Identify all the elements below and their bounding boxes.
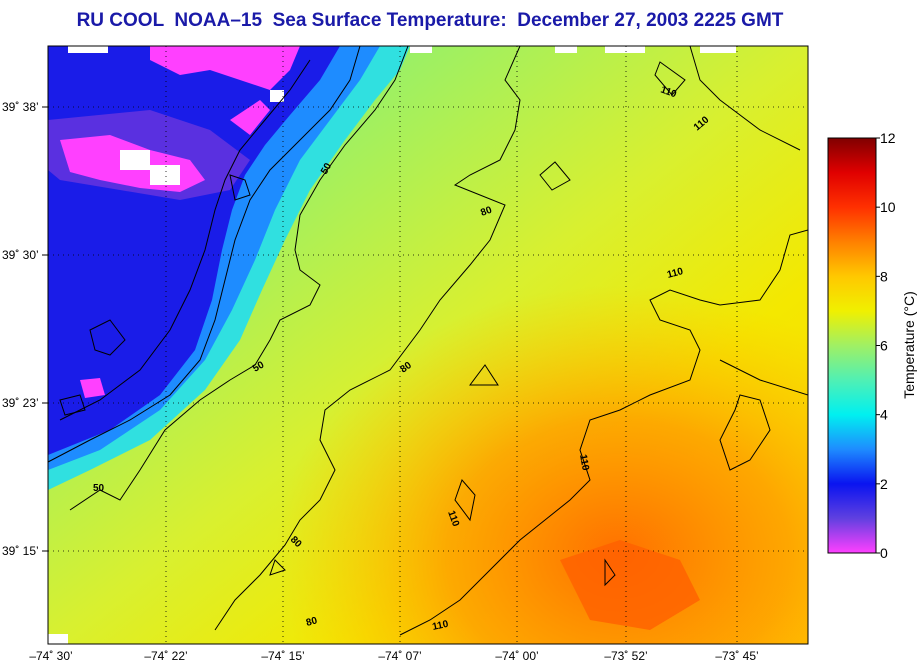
latitude-axis: 39˚ 38’ 39˚ 30’ 39˚ 23’ 39˚ 15’: [2, 100, 48, 558]
contour-label: 50: [251, 359, 267, 374]
longitude-tick-label: –73˚ 52’: [604, 649, 647, 663]
latitude-tick-label: 39˚ 23’: [2, 396, 39, 410]
no-data-patch: [120, 150, 150, 170]
no-data-patch: [270, 90, 284, 102]
colorbar-ticks: 0 2 4 6 8 10 12: [876, 130, 896, 561]
longitude-tick-label: –74˚ 30’: [29, 649, 72, 663]
colorbar-tick-label: 8: [880, 268, 888, 284]
contour-label: 110: [431, 619, 449, 633]
contour-label: 110: [666, 266, 685, 281]
colorbar-gradient: [828, 138, 876, 553]
colorbar-tick-label: 0: [880, 545, 888, 561]
colorbar-tick-label: 4: [880, 407, 888, 423]
magenta-patch: [150, 46, 300, 90]
latitude-tick-label: 39˚ 38’: [2, 100, 39, 114]
colorbar-tick-label: 12: [880, 130, 896, 146]
longitude-tick-label: –73˚ 45’: [715, 649, 758, 663]
latitude-tick-label: 39˚ 30’: [2, 248, 39, 262]
top-no-data-strip: [410, 46, 736, 53]
map-frame: [47, 45, 809, 645]
contour-label: 110: [445, 509, 461, 528]
contour-label: 50: [319, 161, 334, 177]
contour-label: 110: [577, 454, 591, 472]
contour-label: 50: [93, 483, 105, 494]
no-data-patch: [68, 46, 108, 53]
magenta-patch: [230, 100, 270, 135]
magenta-patch: [80, 378, 105, 398]
colorbar-title: Temperature (°C): [901, 291, 917, 399]
contour-label: 80: [305, 615, 319, 629]
longitude-tick-label: –74˚ 07’: [378, 649, 421, 663]
warm-core: [560, 540, 700, 630]
longitude-tick-label: –74˚ 22’: [144, 649, 187, 663]
latitude-tick-label: 39˚ 15’: [2, 544, 39, 558]
temperature-colorbar: 0 2 4 6 8 10 12 Temperature (°C): [827, 130, 917, 561]
page-title: RU COOL NOAA–15 Sea Surface Temperature:…: [76, 10, 784, 31]
longitude-tick-label: –74˚ 15’: [261, 649, 304, 663]
contour-label: 80: [479, 205, 494, 219]
colorbar-tick-label: 6: [880, 338, 888, 354]
isotherms: [69, 46, 808, 636]
sst-field: [48, 46, 808, 644]
no-data-patch: [150, 165, 180, 185]
colorbar-tick-label: 10: [880, 199, 896, 215]
colorbar-tick-label: 2: [880, 476, 888, 492]
graticule: [48, 46, 808, 644]
coastline: [48, 46, 361, 463]
contour-label: 110: [659, 84, 678, 100]
no-data-patch: [48, 634, 68, 644]
longitude-tick-label: –74˚ 00’: [495, 649, 538, 663]
longitude-axis: –74˚ 30’ –74˚ 22’ –74˚ 15’ –74˚ 07’ –74˚…: [29, 649, 758, 663]
